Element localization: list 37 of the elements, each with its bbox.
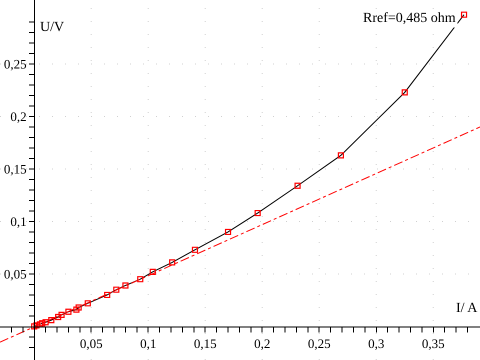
point <box>48 317 54 324</box>
x-tick-label: 0,25 <box>308 336 331 352</box>
x-tick-label: 0,15 <box>194 336 217 352</box>
point <box>39 320 46 326</box>
y-tick-label: 0,2 <box>10 109 27 124</box>
point <box>55 314 62 320</box>
point <box>224 228 232 236</box>
point <box>104 292 110 298</box>
point <box>65 308 72 315</box>
y-tick-label: 0,05 <box>4 266 27 282</box>
x-axis-title: I/ A <box>456 301 478 316</box>
point <box>76 304 82 311</box>
y-tick-label: 0,25 <box>4 56 27 72</box>
annotation: Rref=0,485 ohm <box>363 11 456 26</box>
point <box>150 268 156 275</box>
point <box>192 246 198 253</box>
point <box>137 276 144 282</box>
point <box>122 282 129 289</box>
x-tick-label: 0,35 <box>422 336 445 352</box>
point <box>254 210 261 216</box>
point <box>84 300 91 306</box>
point <box>338 152 344 158</box>
point <box>113 286 120 293</box>
x-tick-label: 0,1 <box>140 336 156 352</box>
point <box>58 312 65 318</box>
point <box>169 259 176 266</box>
x-tick-label: 0,05 <box>80 336 103 352</box>
point <box>402 89 408 96</box>
x-tick-label: 0,3 <box>368 336 384 352</box>
y-tick-label: 0,15 <box>4 162 27 177</box>
point <box>42 319 49 326</box>
y-tick-label: 0,1 <box>10 214 27 230</box>
point <box>294 182 301 189</box>
point <box>460 12 468 18</box>
point <box>73 306 80 313</box>
x-tick-label: 0,2 <box>254 336 270 352</box>
y-axis-title: U/V <box>40 20 64 35</box>
